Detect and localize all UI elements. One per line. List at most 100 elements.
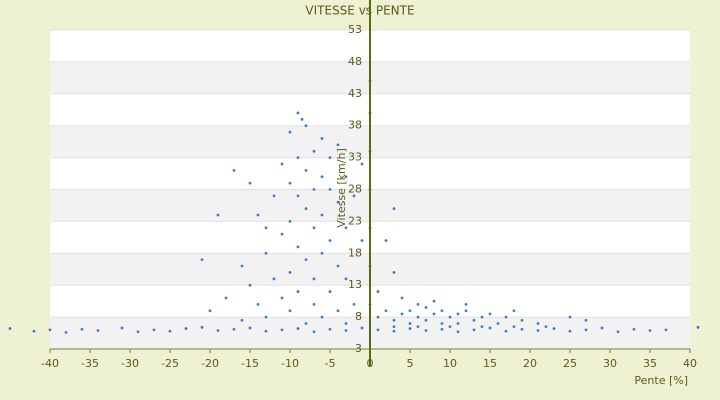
point [32, 329, 36, 333]
point [312, 149, 316, 153]
x-tick-label: 5 [407, 357, 414, 370]
y-tick-label: 13 [348, 278, 362, 291]
point [96, 329, 100, 332]
point [360, 239, 364, 242]
y-tick-label: 18 [348, 246, 362, 259]
y-tick-label: 23 [348, 214, 362, 227]
point [328, 327, 332, 331]
point [376, 328, 380, 332]
point [408, 309, 412, 313]
point [568, 329, 572, 333]
point [248, 181, 252, 185]
point [184, 327, 188, 330]
point [416, 302, 420, 306]
x-tick-label: -15 [241, 357, 259, 370]
point [8, 327, 12, 330]
point [456, 330, 460, 334]
x-tick-label: 20 [523, 357, 537, 370]
point [320, 137, 324, 140]
point [352, 302, 356, 306]
x-tick-label: -35 [81, 357, 99, 370]
point [320, 175, 324, 179]
point [240, 318, 244, 322]
point [648, 329, 652, 332]
point [264, 329, 268, 333]
point [328, 239, 332, 242]
y-tick-label: 43 [348, 87, 362, 100]
point [384, 239, 388, 242]
point [312, 330, 316, 334]
point [440, 309, 444, 313]
point [280, 162, 284, 166]
point [472, 328, 476, 332]
point [464, 302, 468, 306]
point [632, 327, 636, 331]
point [568, 315, 572, 319]
point [512, 309, 516, 313]
point [232, 168, 236, 172]
point [440, 327, 444, 331]
point [400, 296, 404, 300]
point [456, 312, 460, 316]
point [392, 329, 396, 333]
point [392, 318, 396, 322]
chart-title: VITESSE vs PENTE [305, 4, 414, 18]
point [360, 326, 364, 330]
point [344, 277, 348, 281]
point [344, 175, 348, 179]
point [304, 168, 308, 172]
point [448, 315, 452, 319]
point [432, 312, 436, 316]
point [304, 258, 308, 262]
point [152, 328, 156, 332]
point [312, 226, 316, 230]
point [296, 194, 300, 198]
x-tick-label: 15 [483, 357, 497, 370]
point [504, 315, 508, 319]
point [328, 290, 332, 293]
point [200, 258, 204, 262]
point [392, 325, 396, 329]
point [520, 327, 524, 331]
point [312, 277, 316, 281]
x-tick-label: 25 [563, 357, 577, 370]
point [456, 322, 460, 325]
point [272, 277, 276, 281]
x-tick-label: -40 [41, 357, 59, 370]
point [696, 325, 700, 329]
point [448, 325, 452, 329]
y-axis-label: Vitesse [km/h] [335, 148, 348, 228]
point [320, 251, 324, 255]
point [296, 327, 300, 330]
point [216, 329, 220, 332]
point [288, 181, 292, 185]
point [544, 325, 548, 329]
point [664, 328, 668, 332]
y-tick-label: 8 [355, 310, 362, 323]
point [320, 315, 324, 319]
point [416, 315, 420, 319]
point [480, 315, 484, 319]
point [392, 271, 396, 274]
point [488, 326, 492, 330]
point [536, 329, 540, 332]
point [600, 326, 604, 330]
point [432, 299, 436, 303]
point [488, 312, 492, 316]
point [296, 245, 300, 249]
point [376, 315, 380, 319]
point [312, 188, 316, 191]
point [120, 326, 124, 330]
point [336, 264, 340, 268]
point [376, 290, 380, 293]
point [440, 322, 444, 325]
x-axis-label: Pente [%] [634, 374, 688, 387]
point [288, 309, 292, 313]
x-tick-label: -25 [161, 357, 179, 370]
point [296, 156, 300, 160]
point [472, 318, 476, 322]
point [464, 309, 468, 313]
point [408, 322, 412, 325]
point [208, 309, 212, 313]
point [288, 130, 292, 134]
